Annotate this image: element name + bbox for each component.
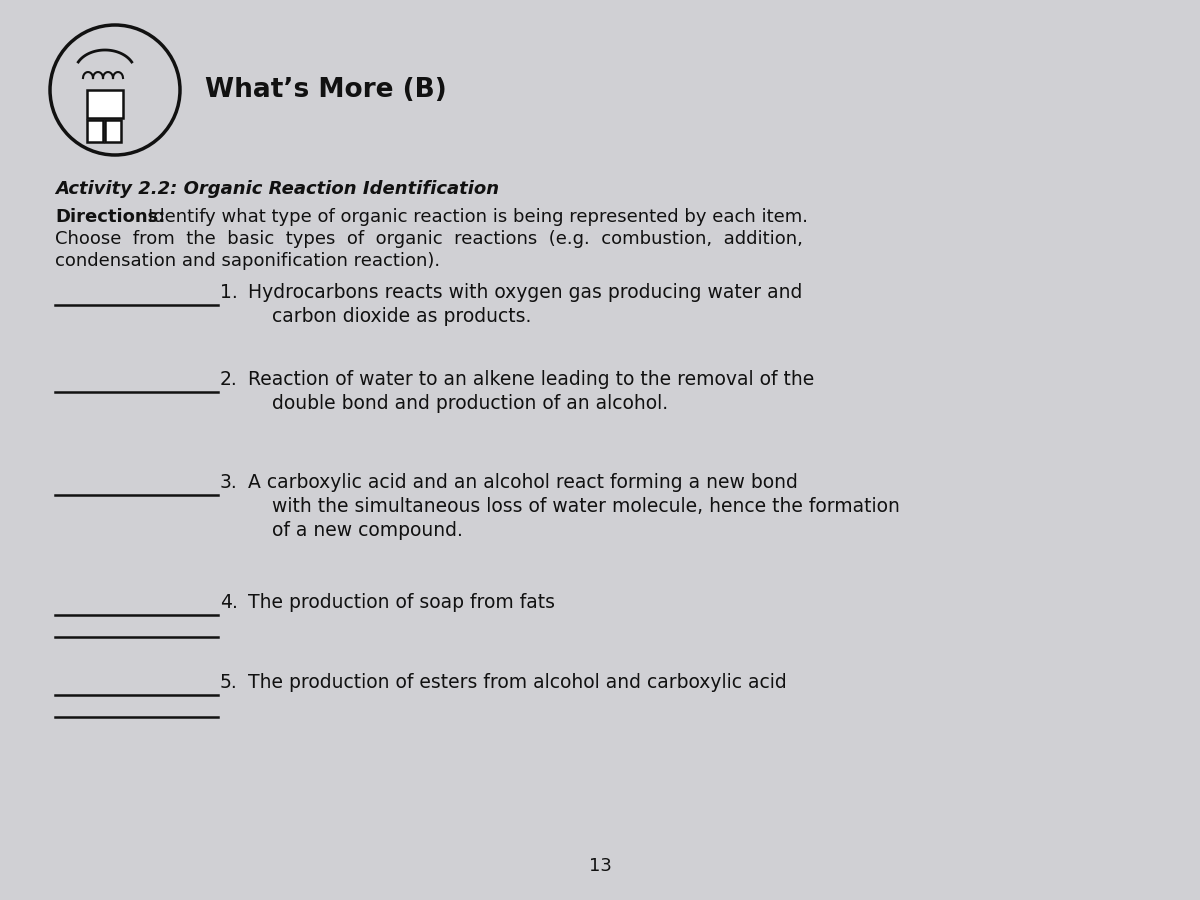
Text: condensation and saponification reaction).: condensation and saponification reaction… bbox=[55, 252, 440, 270]
Text: Directions:: Directions: bbox=[55, 208, 166, 226]
Text: Identify what type of organic reaction is being represented by each item.: Identify what type of organic reaction i… bbox=[148, 208, 808, 226]
Bar bbox=[106, 120, 121, 142]
Text: of a new compound.: of a new compound. bbox=[248, 521, 463, 540]
Text: 5.: 5. bbox=[220, 673, 238, 692]
Text: double bond and production of an alcohol.: double bond and production of an alcohol… bbox=[248, 394, 668, 413]
Text: 3.: 3. bbox=[220, 473, 238, 492]
Text: 2.: 2. bbox=[220, 370, 238, 389]
Text: The production of soap from fats: The production of soap from fats bbox=[248, 593, 554, 612]
Bar bbox=[88, 120, 103, 142]
Text: Reaction of water to an alkene leading to the removal of the: Reaction of water to an alkene leading t… bbox=[248, 370, 815, 389]
Text: Hydrocarbons reacts with oxygen gas producing water and: Hydrocarbons reacts with oxygen gas prod… bbox=[248, 283, 803, 302]
Text: 1.: 1. bbox=[220, 283, 238, 302]
Text: carbon dioxide as products.: carbon dioxide as products. bbox=[248, 307, 532, 326]
Text: 4.: 4. bbox=[220, 593, 238, 612]
Text: 13: 13 bbox=[588, 857, 612, 875]
Bar bbox=[88, 90, 124, 118]
Text: What’s More (B): What’s More (B) bbox=[205, 77, 446, 103]
Text: Choose  from  the  basic  types  of  organic  reactions  (e.g.  combustion,  add: Choose from the basic types of organic r… bbox=[55, 230, 803, 248]
Text: The production of esters from alcohol and carboxylic acid: The production of esters from alcohol an… bbox=[248, 673, 787, 692]
Text: A carboxylic acid and an alcohol react forming a new bond: A carboxylic acid and an alcohol react f… bbox=[248, 473, 798, 492]
Text: Activity 2.2: Organic Reaction Identification: Activity 2.2: Organic Reaction Identific… bbox=[55, 180, 499, 198]
Text: with the simultaneous loss of water molecule, hence the formation: with the simultaneous loss of water mole… bbox=[248, 497, 900, 516]
